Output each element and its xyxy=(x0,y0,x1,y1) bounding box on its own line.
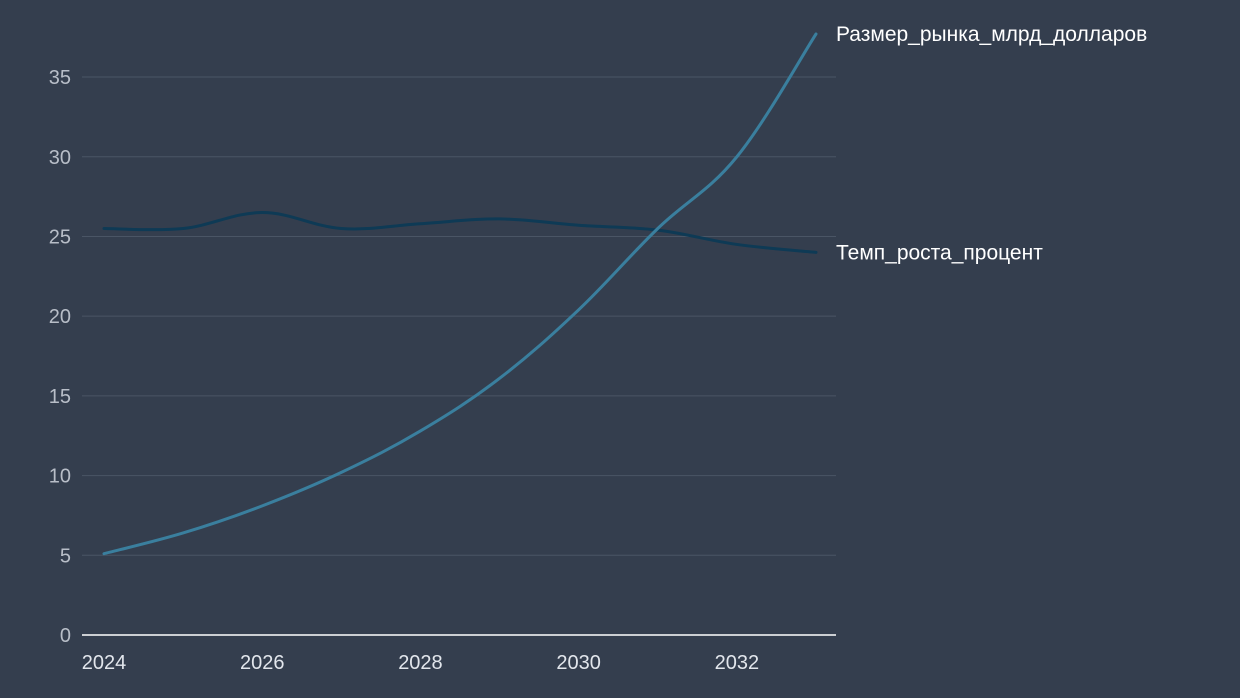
y-tick-label: 30 xyxy=(49,147,71,169)
y-tick-label: 15 xyxy=(49,386,71,408)
x-tick-label: 2026 xyxy=(240,652,285,674)
x-tick-label: 2030 xyxy=(556,652,601,674)
y-tick-label: 25 xyxy=(49,226,71,248)
series-line-0 xyxy=(102,32,818,556)
y-axis-ticks: 0 5 10 15 20 25 30 35 xyxy=(49,67,71,647)
series-labels: Темп_роста_процент Размер_рынка_млрд_долл… xyxy=(836,23,1147,264)
y-tick-label: 20 xyxy=(49,306,71,328)
y-tick-label: 0 xyxy=(60,625,71,647)
grid-lines xyxy=(82,76,836,556)
x-tick-label: 2024 xyxy=(82,652,127,674)
y-tick-label: 5 xyxy=(60,545,71,567)
y-tick-label: 10 xyxy=(49,466,71,488)
y-tick-label: 35 xyxy=(49,67,71,89)
series-label-1: Темп_роста_процент xyxy=(836,241,1043,264)
series-label-0: Размер_рынка_млрд_долларов xyxy=(836,23,1147,46)
x-axis-ticks: 2024 2026 2028 2030 2032 xyxy=(82,652,759,674)
x-tick-label: 2032 xyxy=(715,652,760,674)
x-tick-label: 2028 xyxy=(398,652,443,674)
series-lines xyxy=(102,32,818,556)
series-line-1 xyxy=(102,211,818,254)
